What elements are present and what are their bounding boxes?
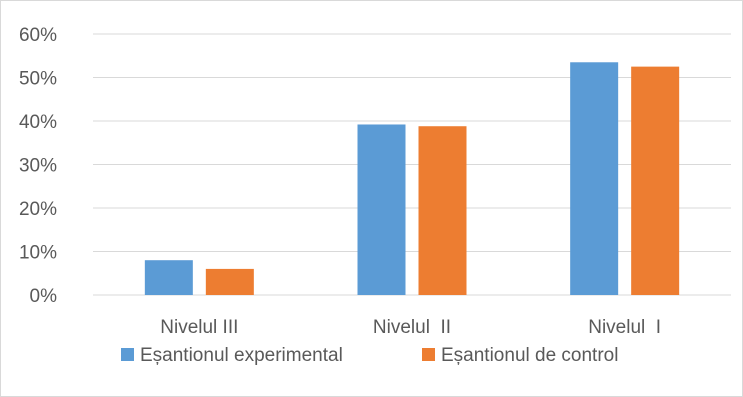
y-tick-label: 60% bbox=[19, 25, 57, 46]
bar-control-2 bbox=[631, 66, 680, 295]
y-tick-label: 40% bbox=[19, 112, 57, 133]
x-category-label: Nivelul III bbox=[160, 317, 238, 338]
bar-experimental-1 bbox=[357, 124, 406, 295]
legend: Eșantionul experimental Eșantionul de con… bbox=[121, 345, 618, 366]
legend-swatch bbox=[422, 348, 435, 361]
y-axis-ticks: 0% 10% 20% 30% 40% 50% 60% bbox=[19, 25, 57, 307]
legend-label: Eșantionul experimental bbox=[140, 345, 343, 366]
x-category-label: Nivelul I bbox=[588, 317, 661, 338]
bar-control-0 bbox=[205, 268, 254, 295]
x-axis-categories: Nivelul III Nivelul II Nivelul I bbox=[160, 317, 661, 338]
bars bbox=[144, 62, 680, 296]
y-tick-label: 10% bbox=[19, 243, 57, 264]
bar-experimental-2 bbox=[570, 62, 619, 296]
y-tick-label: 50% bbox=[19, 69, 57, 90]
y-tick-label: 30% bbox=[19, 156, 57, 177]
gridlines bbox=[93, 33, 731, 296]
bar-control-1 bbox=[418, 126, 467, 295]
legend-swatch bbox=[121, 348, 134, 361]
y-tick-label: 20% bbox=[19, 199, 57, 220]
bar-experimental-0 bbox=[144, 260, 193, 295]
legend-label: Eșantionul de control bbox=[441, 345, 618, 366]
x-category-label: Nivelul II bbox=[373, 317, 451, 338]
y-tick-label: 0% bbox=[30, 286, 58, 307]
